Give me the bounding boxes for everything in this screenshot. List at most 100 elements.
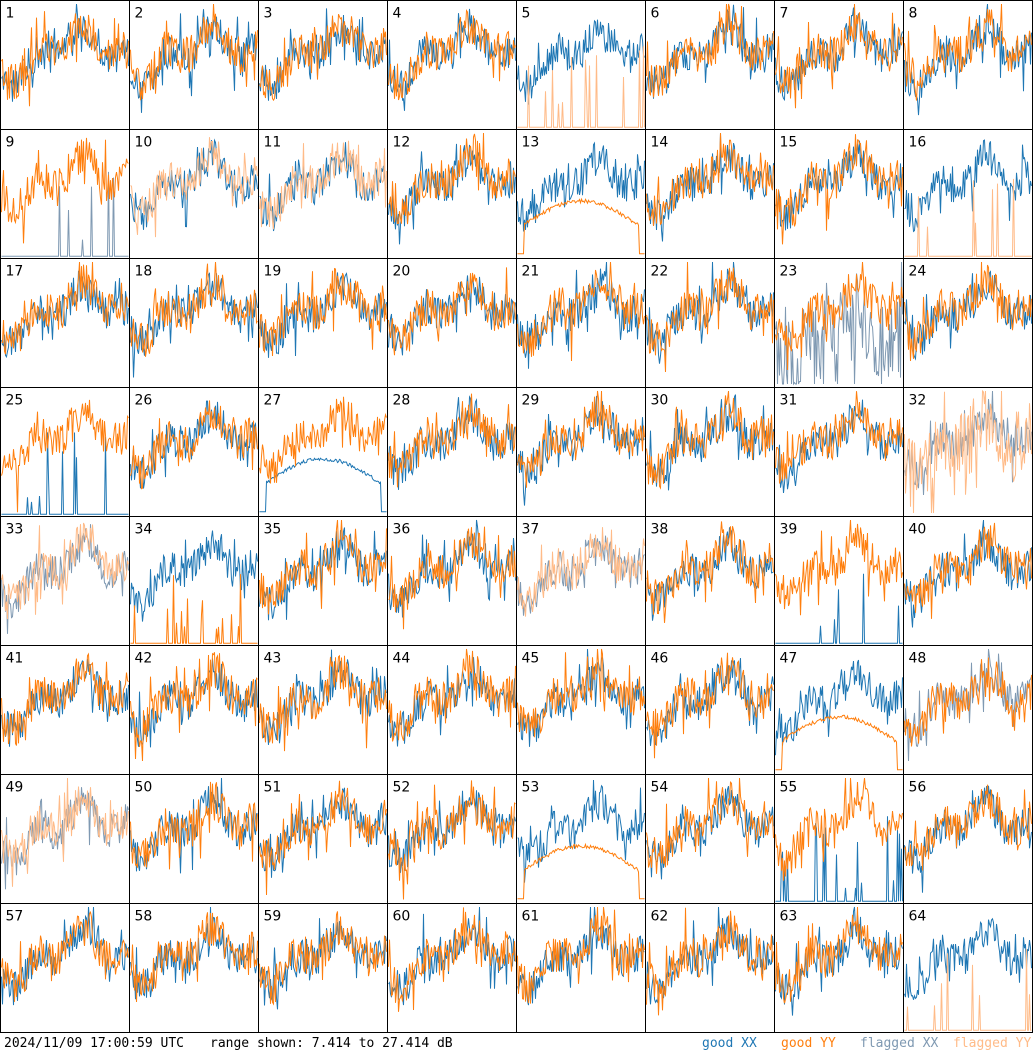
panel-20: 20 xyxy=(387,258,517,388)
panel-49: 49 xyxy=(0,774,130,904)
panel-label-21: 21 xyxy=(522,264,540,280)
series-yy-27 xyxy=(259,396,387,484)
legend-good-xx: good XX xyxy=(702,1036,757,1051)
series-xx-56 xyxy=(904,785,1032,893)
series-yy-11 xyxy=(259,140,387,230)
series-yy-30 xyxy=(646,390,774,490)
panel-25: 25 xyxy=(0,387,130,517)
legend-flagged-xx: flagged XX xyxy=(860,1036,939,1051)
panel-58: 58 xyxy=(129,903,259,1033)
panel-16: 16 xyxy=(903,129,1033,259)
series-yy-61 xyxy=(517,906,645,1004)
series-yy-39 xyxy=(775,519,903,616)
series-xx-39 xyxy=(775,573,903,644)
panel-45: 45 xyxy=(516,645,646,775)
panel-label-16: 16 xyxy=(909,135,927,151)
legend-flagged-yy: flagged YY xyxy=(953,1036,1032,1051)
series-xx-55 xyxy=(775,816,903,902)
panel-51: 51 xyxy=(258,774,388,904)
panel-18: 18 xyxy=(129,258,259,388)
panel-label-5: 5 xyxy=(522,6,531,22)
series-yy-38 xyxy=(646,521,774,623)
panel-42: 42 xyxy=(129,645,259,775)
panel-44: 44 xyxy=(387,645,517,775)
timestamp: 2024/11/09 17:00:59 UTC xyxy=(4,1036,185,1051)
series-yy-32 xyxy=(904,389,1032,514)
panel-36: 36 xyxy=(387,516,517,646)
panel-8: 8 xyxy=(903,0,1033,130)
series-yy-5 xyxy=(517,46,645,128)
panel-2: 2 xyxy=(129,0,259,130)
panel-label-24: 24 xyxy=(909,264,927,280)
panel-11: 11 xyxy=(258,129,388,259)
series-xx-28 xyxy=(388,395,516,490)
series-yy-48 xyxy=(904,657,1032,747)
series-yy-10 xyxy=(130,137,258,238)
series-yy-59 xyxy=(259,911,387,1006)
panel-label-43: 43 xyxy=(264,651,282,667)
series-yy-7 xyxy=(775,3,903,109)
panel-60: 60 xyxy=(387,903,517,1033)
series-yy-49 xyxy=(1,777,129,887)
panel-1: 1 xyxy=(0,0,130,130)
panel-frame-8 xyxy=(903,0,1033,130)
series-yy-26 xyxy=(130,400,258,490)
series-xx-58 xyxy=(130,906,258,1000)
series-yy-41 xyxy=(1,652,129,746)
series-yy-54 xyxy=(646,777,774,874)
series-yy-2 xyxy=(130,3,258,101)
panel-28: 28 xyxy=(387,387,517,517)
panel-15: 15 xyxy=(774,129,904,259)
series-xx-13 xyxy=(517,141,645,232)
panel-label-38: 38 xyxy=(651,522,669,538)
panel-3: 3 xyxy=(258,0,388,130)
panel-64: 64 xyxy=(903,903,1033,1033)
series-xx-57 xyxy=(1,906,129,1006)
series-yy-43 xyxy=(259,654,387,752)
series-yy-35 xyxy=(259,519,387,615)
panel-label-49: 49 xyxy=(6,780,24,796)
series-xx-60 xyxy=(388,906,516,1006)
series-xx-16 xyxy=(904,139,1032,233)
series-xx-27 xyxy=(259,457,387,513)
panel-label-6: 6 xyxy=(651,6,660,22)
panel-label-18: 18 xyxy=(135,264,153,280)
panel-55: 55 xyxy=(774,774,904,904)
panel-12: 12 xyxy=(387,129,517,259)
panel-label-62: 62 xyxy=(651,909,669,925)
series-yy-25 xyxy=(1,399,129,513)
panel-label-48: 48 xyxy=(909,651,927,667)
panel-label-2: 2 xyxy=(135,6,144,22)
panel-63: 63 xyxy=(774,903,904,1033)
panel-label-12: 12 xyxy=(393,135,411,151)
legend-good-yy: good YY xyxy=(781,1036,836,1051)
panel-38: 38 xyxy=(645,516,775,646)
series-yy-37 xyxy=(517,527,645,617)
panel-label-28: 28 xyxy=(393,393,411,409)
panel-label-10: 10 xyxy=(135,135,153,151)
panel-label-32: 32 xyxy=(909,393,927,409)
series-yy-56 xyxy=(904,784,1032,871)
panel-label-40: 40 xyxy=(909,522,927,538)
panel-label-26: 26 xyxy=(135,393,153,409)
series-yy-28 xyxy=(388,393,516,488)
series-xx-19 xyxy=(259,272,387,358)
panel-41: 41 xyxy=(0,645,130,775)
panel-4: 4 xyxy=(387,0,517,130)
panel-61: 61 xyxy=(516,903,646,1033)
series-yy-53 xyxy=(517,842,645,900)
series-yy-51 xyxy=(259,780,387,896)
panel-50: 50 xyxy=(129,774,259,904)
panel-label-39: 39 xyxy=(780,522,798,538)
panel-26: 26 xyxy=(129,387,259,517)
series-yy-62 xyxy=(646,907,774,1016)
series-xx-15 xyxy=(775,140,903,231)
panel-21: 21 xyxy=(516,258,646,388)
series-yy-58 xyxy=(130,912,258,1003)
series-yy-14 xyxy=(646,132,774,227)
series-xx-5 xyxy=(517,19,645,105)
panel-30: 30 xyxy=(645,387,775,517)
panel-24: 24 xyxy=(903,258,1033,388)
panel-label-34: 34 xyxy=(135,522,153,538)
series-yy-57 xyxy=(1,910,129,1002)
